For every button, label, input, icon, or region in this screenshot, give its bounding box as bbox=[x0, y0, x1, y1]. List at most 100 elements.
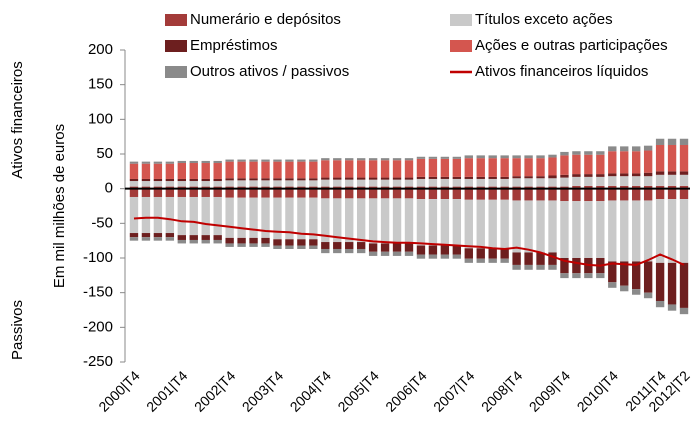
bar-segment bbox=[643, 176, 653, 186]
bar-segment bbox=[512, 155, 521, 159]
bar-segment bbox=[632, 185, 641, 189]
bar-segment bbox=[536, 188, 545, 201]
bar-segment bbox=[428, 176, 438, 179]
bar-segment bbox=[620, 176, 629, 186]
bar-segment bbox=[488, 176, 497, 179]
bar-segment bbox=[201, 186, 210, 189]
bar-segment bbox=[273, 239, 282, 246]
bar-segment bbox=[368, 251, 378, 256]
bar-segment bbox=[452, 199, 462, 246]
y-tick-label: 50 bbox=[96, 145, 113, 162]
bar-segment bbox=[380, 251, 390, 256]
annotation: Passivos bbox=[9, 300, 26, 360]
bar-segment bbox=[309, 161, 318, 179]
bar-segment bbox=[488, 155, 497, 159]
bar-segment bbox=[572, 176, 581, 186]
bar-segment bbox=[129, 178, 139, 182]
bar-segment bbox=[512, 264, 521, 270]
bar-segment bbox=[440, 188, 450, 200]
bar-segment bbox=[632, 200, 641, 262]
bar-segment bbox=[428, 156, 438, 159]
bar-segment bbox=[201, 239, 210, 244]
bar-segment bbox=[141, 233, 151, 238]
bar-segment bbox=[596, 273, 605, 279]
y-tick-label: -250 bbox=[83, 353, 113, 370]
bar-segment bbox=[620, 285, 629, 292]
bar-segment bbox=[560, 258, 569, 274]
bar-segment bbox=[285, 161, 294, 179]
bar-segment bbox=[368, 188, 378, 199]
bar-segment bbox=[297, 178, 306, 181]
bar-segment bbox=[225, 159, 234, 162]
bar-segment bbox=[297, 239, 306, 246]
x-tick-label: 2009|T4 bbox=[526, 367, 574, 415]
bar-segment bbox=[285, 188, 294, 198]
bar-segment bbox=[309, 178, 318, 181]
bar-segment bbox=[560, 273, 569, 279]
bar-segment bbox=[452, 188, 462, 200]
bar-segment bbox=[380, 160, 390, 178]
bar-segment bbox=[560, 155, 569, 175]
bar-segment bbox=[261, 243, 270, 247]
bar-segment bbox=[285, 180, 294, 187]
bar-segment bbox=[297, 186, 306, 189]
bar-segment bbox=[440, 245, 450, 255]
bar-segment bbox=[237, 178, 246, 181]
bar-segment bbox=[548, 178, 557, 187]
bar-segment bbox=[261, 180, 270, 187]
bar-segment bbox=[667, 262, 677, 305]
bar-segment bbox=[440, 158, 450, 177]
bar-segment bbox=[297, 180, 306, 187]
bar-segment bbox=[356, 179, 366, 187]
bar-segment bbox=[464, 188, 473, 200]
bar-segment bbox=[213, 188, 222, 197]
bar-segment bbox=[416, 176, 426, 179]
y-tick-label: -100 bbox=[83, 249, 113, 266]
bar-segment bbox=[345, 179, 354, 187]
bar-segment bbox=[643, 145, 653, 151]
bar-segment bbox=[572, 174, 581, 177]
bar-segment bbox=[620, 188, 629, 201]
bar-segment bbox=[392, 251, 402, 256]
bar-segment bbox=[273, 161, 282, 179]
bar-segment bbox=[333, 158, 342, 161]
bar-segment bbox=[249, 178, 258, 181]
bar-segment bbox=[584, 273, 593, 279]
bar-segment bbox=[213, 196, 222, 236]
bar-segment bbox=[488, 188, 497, 200]
bar-segment bbox=[643, 292, 653, 299]
bar-segment bbox=[560, 174, 569, 178]
bar-segment bbox=[536, 176, 545, 179]
bar-segment bbox=[201, 163, 210, 179]
bar-segment bbox=[141, 163, 151, 179]
bar-segment bbox=[500, 248, 509, 259]
bar-segment bbox=[345, 158, 354, 161]
y-tick-label: 0 bbox=[105, 180, 113, 197]
bar-segment bbox=[189, 186, 198, 189]
bar-segment bbox=[488, 178, 497, 187]
net-line bbox=[133, 216, 685, 267]
bar-segment bbox=[440, 178, 450, 187]
bar-segment bbox=[512, 200, 521, 253]
bar-segment bbox=[225, 180, 234, 187]
bar-segment bbox=[392, 177, 402, 180]
bar-segment bbox=[679, 262, 689, 308]
x-tick-label: 2007|T4 bbox=[430, 367, 478, 415]
bar-segment bbox=[536, 155, 545, 159]
bar-segment bbox=[655, 171, 665, 175]
bar-segment bbox=[655, 144, 665, 172]
bar-segment bbox=[285, 186, 294, 189]
bar-segment bbox=[655, 174, 665, 186]
bar-segment bbox=[345, 198, 354, 243]
bar-segment bbox=[404, 179, 414, 187]
bar-segment bbox=[608, 200, 617, 262]
bar-segment bbox=[548, 157, 557, 176]
bar-segment bbox=[237, 180, 246, 187]
y-tick-label: -200 bbox=[83, 318, 113, 335]
bar-segment bbox=[189, 163, 198, 179]
bar-segment bbox=[297, 188, 306, 198]
bar-segment bbox=[476, 155, 485, 159]
bar-segment bbox=[667, 188, 677, 200]
x-tick-label: 2004|T4 bbox=[287, 367, 335, 415]
bar-segment bbox=[512, 178, 521, 187]
